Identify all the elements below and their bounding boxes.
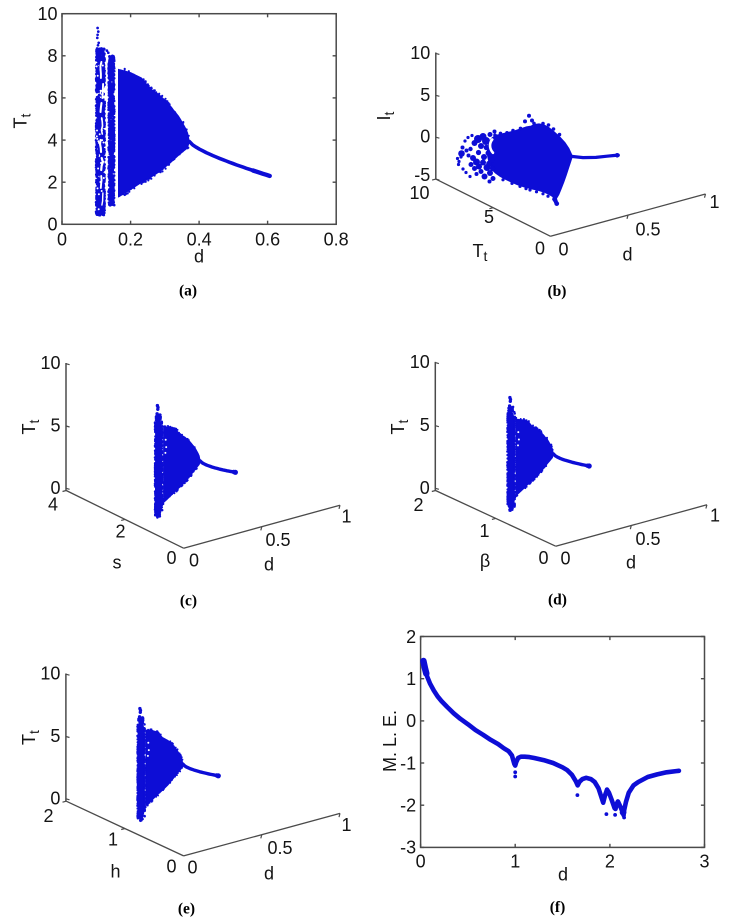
svg-text:0: 0: [47, 215, 57, 235]
svg-text:5: 5: [484, 207, 494, 227]
svg-text:10: 10: [37, 4, 57, 24]
svg-text:2: 2: [406, 627, 416, 647]
svg-text:d: d: [264, 555, 274, 575]
svg-text:0: 0: [406, 711, 416, 731]
svg-text:10: 10: [410, 352, 430, 372]
svg-text:d: d: [622, 245, 632, 265]
svg-text:5: 5: [50, 416, 60, 436]
svg-text:5: 5: [420, 85, 430, 105]
svg-text:5: 5: [420, 415, 430, 435]
svg-text:0: 0: [166, 548, 176, 568]
svg-text:(d): (d): [548, 592, 567, 609]
svg-text:d: d: [558, 865, 568, 885]
svg-text:1: 1: [709, 192, 719, 212]
svg-text:0: 0: [50, 788, 60, 808]
svg-text:1: 1: [341, 507, 351, 527]
svg-text:(e): (e): [178, 901, 195, 918]
svg-text:0: 0: [538, 548, 548, 568]
svg-text:-2: -2: [400, 796, 416, 816]
svg-text:(b): (b): [548, 283, 567, 300]
svg-text:1: 1: [479, 521, 489, 541]
svg-text:d: d: [264, 864, 274, 884]
svg-text:0: 0: [420, 127, 430, 147]
svg-text:0: 0: [560, 549, 570, 569]
svg-text:0.8: 0.8: [324, 229, 349, 249]
svg-text:β: β: [480, 551, 490, 571]
svg-text:(a): (a): [179, 283, 197, 300]
svg-text:4: 4: [47, 130, 57, 150]
svg-text:3: 3: [699, 851, 709, 871]
svg-text:2: 2: [47, 172, 57, 192]
svg-text:-5: -5: [414, 165, 430, 185]
svg-text:1: 1: [108, 830, 118, 850]
svg-text:(c): (c): [180, 593, 197, 610]
svg-text:10: 10: [40, 664, 60, 684]
svg-text:0: 0: [416, 851, 426, 871]
svg-text:h: h: [110, 862, 120, 882]
svg-text:(f): (f): [550, 899, 566, 916]
svg-text:1: 1: [510, 851, 520, 871]
svg-text:0.4: 0.4: [187, 229, 212, 249]
svg-text:0: 0: [420, 478, 430, 498]
svg-text:-3: -3: [400, 838, 416, 858]
svg-text:0.5: 0.5: [267, 838, 292, 858]
svg-text:0: 0: [166, 857, 176, 877]
svg-text:1: 1: [710, 506, 720, 526]
svg-text:2: 2: [43, 806, 53, 826]
svg-text:0.2: 0.2: [118, 229, 143, 249]
svg-text:It: It: [374, 111, 397, 120]
svg-text:2: 2: [605, 851, 615, 871]
svg-text:0.5: 0.5: [265, 530, 290, 550]
svg-text:0: 0: [558, 240, 568, 260]
svg-text:1: 1: [406, 669, 416, 689]
svg-text:M. L. E.: M. L. E.: [380, 710, 400, 772]
svg-text:1: 1: [341, 815, 351, 835]
svg-text:0: 0: [189, 551, 199, 571]
svg-text:0.5: 0.5: [635, 220, 660, 240]
svg-text:6: 6: [47, 88, 57, 108]
svg-text:10: 10: [410, 43, 430, 63]
svg-text:0: 0: [50, 478, 60, 498]
svg-text:s: s: [113, 553, 122, 573]
svg-text:0: 0: [187, 858, 197, 878]
svg-text:10: 10: [40, 353, 60, 373]
svg-text:0: 0: [535, 239, 545, 259]
svg-text:-1: -1: [400, 753, 416, 773]
svg-text:4: 4: [48, 495, 58, 515]
svg-text:0.6: 0.6: [255, 229, 280, 249]
svg-text:8: 8: [47, 46, 57, 66]
svg-text:2: 2: [115, 522, 125, 542]
svg-text:d: d: [194, 247, 204, 267]
svg-text:0.5: 0.5: [635, 529, 660, 549]
svg-text:d: d: [626, 553, 636, 573]
svg-text:0: 0: [57, 229, 67, 249]
svg-text:10: 10: [409, 183, 429, 203]
svg-text:2: 2: [413, 495, 423, 515]
svg-text:5: 5: [50, 726, 60, 746]
